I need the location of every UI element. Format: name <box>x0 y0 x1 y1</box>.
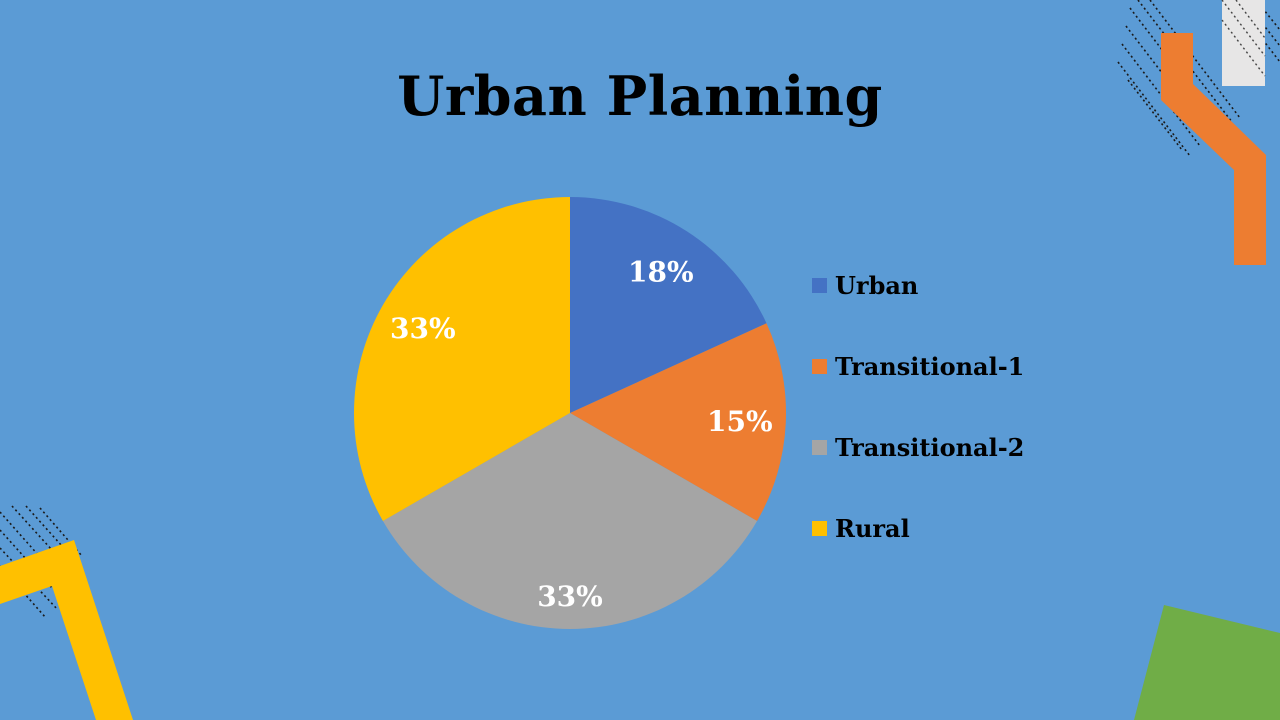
slide-title: Urban Planning <box>397 64 883 128</box>
legend-item-urban: Urban <box>812 270 918 300</box>
pie-chart: 18% 15% 33% 33% <box>354 197 786 629</box>
legend-item-rural: Rural <box>812 513 910 543</box>
data-label-rural: 33% <box>390 312 456 345</box>
data-label-urban: 18% <box>628 256 694 289</box>
data-label-transitional-1: 15% <box>707 405 773 438</box>
legend-label: Transitional-2 <box>835 432 1025 462</box>
pie-slice-transitional-2 <box>382 413 758 629</box>
pie-slice-urban <box>570 197 767 413</box>
data-label-transitional-2: 33% <box>537 580 603 613</box>
bottom-right-green-shape <box>1134 605 1280 720</box>
pie-slice-transitional-1 <box>570 323 786 521</box>
top-right-gray-bar-hatch <box>1221 0 1266 77</box>
legend-swatch <box>812 358 827 374</box>
legend-label: Urban <box>835 270 919 300</box>
legend-item-transitional-2: Transitional-2 <box>812 432 1024 462</box>
top-right-gray-bar <box>1222 0 1265 86</box>
legend-swatch <box>812 439 827 455</box>
legend-swatch <box>812 520 827 536</box>
pie-slice-rural <box>354 197 570 521</box>
top-right-orange-bracket <box>1161 33 1266 265</box>
legend-label: Transitional-1 <box>835 351 1025 381</box>
legend-item-transitional-1: Transitional-1 <box>812 351 1024 381</box>
legend-swatch <box>812 277 827 293</box>
bottom-left-yellow-bracket <box>0 540 133 720</box>
legend-label: Rural <box>835 513 910 543</box>
